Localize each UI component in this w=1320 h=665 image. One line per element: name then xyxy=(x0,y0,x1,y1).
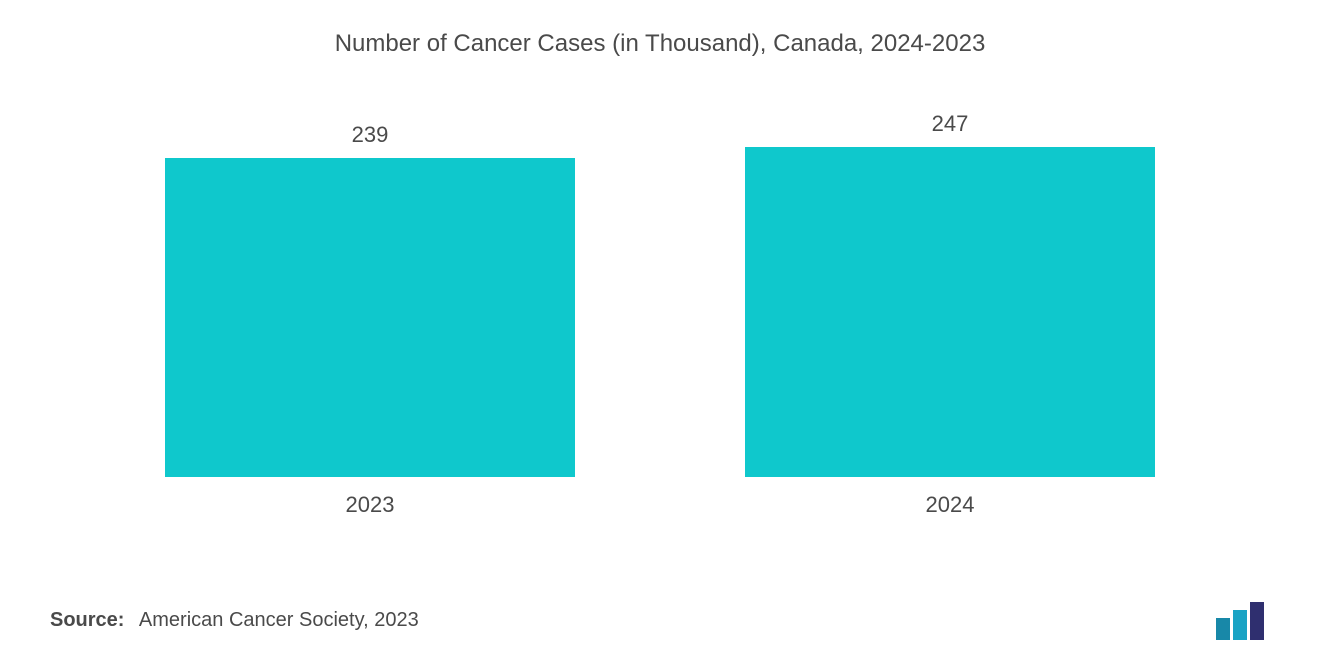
bars-area: 239 2023 247 2024 xyxy=(50,118,1270,518)
source-row: Source: American Cancer Society, 2023 xyxy=(50,600,1270,640)
bar-1 xyxy=(745,147,1155,477)
chart-title: Number of Cancer Cases (in Thousand), Ca… xyxy=(50,30,1270,58)
bar-0 xyxy=(165,158,575,477)
bar-category-1: 2024 xyxy=(926,492,975,518)
logo-bar-0 xyxy=(1216,618,1230,640)
bar-value-1: 247 xyxy=(932,111,969,137)
bar-category-0: 2023 xyxy=(346,492,395,518)
logo-bar-2 xyxy=(1250,602,1264,640)
chart-container: Number of Cancer Cases (in Thousand), Ca… xyxy=(0,0,1320,665)
bar-group-1: 247 2024 xyxy=(745,111,1155,518)
source-text: Source: American Cancer Society, 2023 xyxy=(50,609,419,632)
bar-group-0: 239 2023 xyxy=(165,122,575,518)
bar-value-0: 239 xyxy=(352,122,389,148)
source-label: Source: xyxy=(50,609,124,631)
source-value: American Cancer Society, 2023 xyxy=(139,609,419,631)
brand-logo-icon xyxy=(1210,600,1270,640)
logo-bar-1 xyxy=(1233,610,1247,640)
